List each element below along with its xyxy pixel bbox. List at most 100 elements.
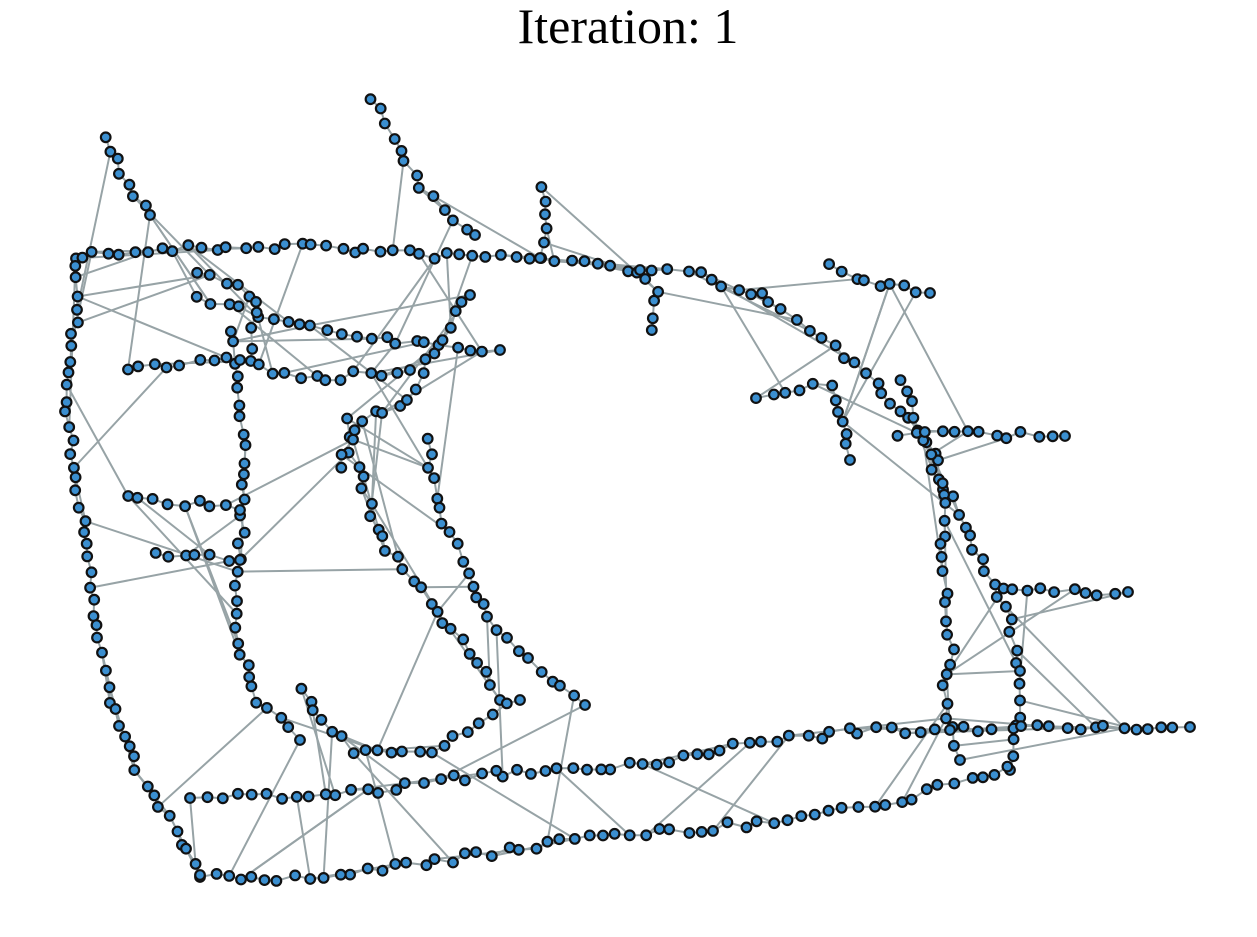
node <box>447 769 460 782</box>
node <box>156 242 169 255</box>
node <box>208 354 221 367</box>
node <box>823 725 835 738</box>
node <box>112 167 125 180</box>
node <box>210 868 223 880</box>
node <box>541 835 554 848</box>
edge <box>712 734 790 832</box>
node <box>653 823 666 835</box>
node <box>894 374 907 387</box>
node <box>396 745 408 758</box>
node <box>355 482 368 495</box>
node <box>808 808 821 821</box>
node <box>439 204 451 217</box>
edge <box>89 560 230 589</box>
node <box>452 341 465 354</box>
node <box>471 657 484 669</box>
edge <box>738 278 858 292</box>
node <box>195 241 208 254</box>
node <box>221 277 233 290</box>
node <box>455 296 468 308</box>
node <box>268 243 281 256</box>
edge <box>352 438 429 469</box>
edge <box>645 742 751 837</box>
node <box>113 720 125 732</box>
node <box>223 555 236 567</box>
edge <box>74 477 87 522</box>
node <box>60 378 73 391</box>
node <box>345 783 358 796</box>
node <box>966 772 979 784</box>
node <box>148 789 161 802</box>
node <box>64 448 77 461</box>
node <box>223 870 236 882</box>
node <box>691 748 704 761</box>
node <box>444 622 457 635</box>
edge <box>376 611 439 751</box>
node <box>376 864 389 877</box>
node <box>470 846 482 858</box>
node <box>550 762 563 775</box>
node <box>962 425 974 438</box>
node <box>1059 430 1071 442</box>
node <box>103 681 116 694</box>
node <box>67 434 80 447</box>
node <box>85 245 98 258</box>
node <box>80 537 93 550</box>
node <box>795 810 808 822</box>
node <box>395 144 408 157</box>
node <box>939 596 951 608</box>
node <box>481 610 493 623</box>
node <box>953 509 965 521</box>
edge <box>720 285 787 394</box>
node <box>451 537 464 550</box>
node <box>476 345 488 358</box>
node <box>695 266 707 279</box>
node <box>449 305 462 318</box>
node <box>663 756 675 769</box>
node <box>707 825 719 837</box>
node <box>781 814 794 827</box>
node <box>378 117 391 130</box>
title: Iteration: 1 <box>518 0 739 54</box>
node <box>461 726 474 738</box>
node <box>936 477 949 490</box>
node <box>139 199 152 212</box>
node <box>335 461 348 474</box>
node <box>530 842 543 855</box>
node <box>220 351 233 364</box>
node <box>397 154 410 167</box>
node <box>447 856 459 869</box>
node <box>233 410 246 423</box>
node <box>1015 720 1027 732</box>
edge <box>239 451 350 561</box>
node <box>237 428 250 441</box>
node <box>376 530 389 542</box>
node <box>826 379 839 392</box>
node <box>750 392 762 405</box>
node <box>645 264 658 277</box>
node <box>260 787 273 800</box>
node <box>941 697 954 710</box>
node <box>90 619 103 631</box>
node <box>146 493 159 505</box>
node <box>905 793 918 806</box>
edge <box>391 160 405 251</box>
node <box>1118 722 1131 735</box>
node <box>166 245 179 258</box>
node <box>203 548 216 561</box>
node <box>356 415 369 428</box>
edge <box>184 505 240 644</box>
node <box>289 869 302 882</box>
node <box>240 242 253 255</box>
node <box>250 696 263 709</box>
node <box>317 872 330 884</box>
node <box>417 367 430 380</box>
node <box>190 290 203 303</box>
node <box>464 289 476 301</box>
node <box>740 821 753 834</box>
node <box>477 598 490 610</box>
edge <box>937 437 1007 462</box>
node <box>231 565 244 578</box>
node <box>278 238 291 251</box>
node <box>428 853 441 865</box>
